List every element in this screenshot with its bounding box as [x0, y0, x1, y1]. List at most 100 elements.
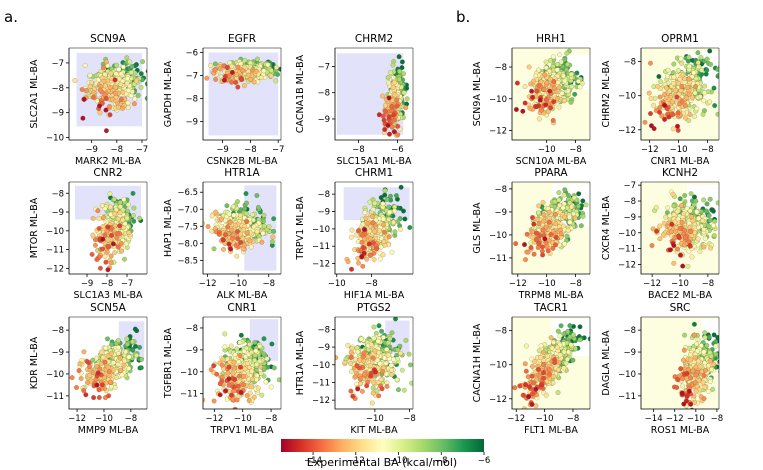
data-point — [395, 219, 401, 225]
data-point — [537, 97, 543, 103]
data-point — [680, 72, 686, 78]
data-point — [230, 204, 236, 210]
data-point — [246, 398, 252, 403]
data-point — [560, 73, 566, 79]
data-point — [83, 392, 89, 398]
data-point — [235, 65, 241, 70]
data-point — [100, 215, 106, 221]
data-point — [364, 383, 370, 389]
data-point — [658, 79, 664, 85]
data-point — [118, 97, 124, 103]
data-point — [403, 105, 409, 111]
data-point — [238, 390, 244, 395]
panel-title: OPRM1 — [661, 33, 699, 45]
data-point — [536, 67, 542, 73]
data-point — [716, 72, 719, 78]
y-tick-label: −12 — [46, 264, 64, 274]
data-point — [235, 383, 241, 389]
x-tick-label: −8 — [569, 279, 582, 289]
data-point — [562, 241, 567, 247]
data-point — [695, 50, 701, 56]
data-point — [223, 232, 228, 238]
data-point — [205, 224, 211, 229]
data-point — [382, 188, 388, 194]
data-point — [674, 94, 680, 100]
data-point — [535, 245, 541, 251]
data-point — [561, 98, 567, 104]
data-point — [531, 251, 537, 257]
data-point — [395, 123, 401, 129]
data-point — [558, 231, 564, 237]
data-point — [227, 219, 233, 225]
data-point — [398, 226, 404, 232]
data-point — [229, 392, 234, 398]
data-point — [221, 246, 226, 252]
data-point — [104, 249, 110, 255]
data-point — [204, 75, 210, 81]
data-point — [353, 232, 359, 238]
data-point — [93, 237, 98, 243]
data-point — [692, 90, 698, 96]
data-point — [548, 232, 554, 237]
data-point — [100, 236, 106, 242]
data-point — [523, 257, 528, 263]
data-point — [117, 210, 123, 216]
data-point — [131, 101, 137, 107]
data-point — [531, 221, 537, 227]
data-point — [565, 227, 571, 233]
data-point — [711, 233, 717, 239]
data-point — [361, 245, 367, 251]
data-point — [238, 364, 243, 370]
data-point — [121, 225, 127, 231]
data-point — [129, 64, 135, 69]
data-point — [213, 209, 219, 215]
data-point — [109, 350, 114, 356]
data-point — [350, 393, 356, 399]
data-point — [85, 379, 90, 385]
data-point — [357, 376, 363, 382]
data-point — [133, 306, 138, 311]
data-point — [376, 323, 382, 329]
data-point — [370, 385, 376, 391]
data-point — [670, 126, 676, 132]
data-point — [533, 237, 539, 243]
data-point — [542, 72, 548, 78]
data-point — [109, 96, 115, 102]
x-axis-label: ALK ML-BA — [217, 290, 268, 301]
data-point — [108, 70, 114, 76]
data-point — [576, 191, 582, 197]
data-point — [278, 66, 281, 72]
x-tick-label: −8 — [352, 145, 365, 155]
data-point — [84, 88, 90, 94]
data-point — [111, 196, 117, 202]
data-point — [261, 223, 267, 229]
data-point — [125, 100, 131, 106]
data-point — [246, 364, 252, 370]
data-point — [97, 265, 103, 271]
y-tick-label: −9 — [51, 348, 64, 358]
scatter-points — [513, 187, 589, 263]
data-point — [123, 241, 129, 247]
data-point — [115, 244, 121, 250]
x-axis-label: CSNK2B ML-BA — [206, 156, 278, 167]
data-point — [252, 340, 258, 345]
data-point — [392, 208, 398, 214]
data-point — [208, 63, 214, 68]
data-point — [662, 92, 668, 97]
data-point — [90, 232, 96, 238]
data-point — [257, 343, 263, 349]
data-point — [664, 85, 669, 91]
data-point — [244, 219, 250, 225]
data-point — [534, 230, 539, 236]
x-tick-label: −8 — [365, 279, 378, 289]
data-point — [545, 109, 551, 115]
data-point — [105, 353, 111, 359]
data-point — [391, 219, 396, 225]
data-point — [367, 235, 373, 241]
data-point — [707, 196, 713, 202]
data-point — [361, 236, 367, 242]
data-point — [564, 233, 570, 239]
data-point — [387, 131, 392, 137]
data-point — [114, 100, 120, 106]
x-tick-label: −9 — [216, 145, 229, 155]
